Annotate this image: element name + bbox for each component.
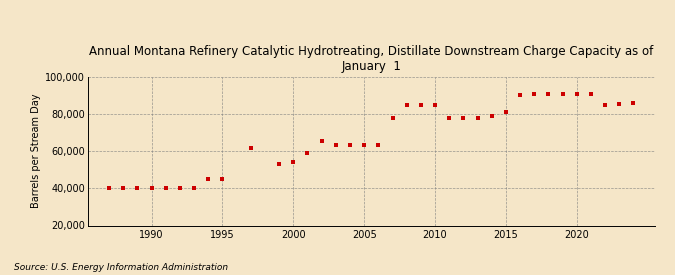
Point: [104, 186, 115, 191]
Point: [331, 142, 341, 147]
Y-axis label: Barrels per Stream Day: Barrels per Stream Day: [31, 94, 41, 208]
Point: [246, 145, 256, 150]
Point: [161, 186, 171, 191]
Point: [529, 92, 540, 96]
Point: [288, 160, 298, 164]
Point: [344, 142, 355, 147]
Point: [600, 103, 611, 107]
Point: [146, 186, 157, 191]
Point: [500, 110, 511, 114]
Point: [217, 177, 227, 181]
Point: [444, 116, 455, 120]
Point: [373, 142, 384, 147]
Point: [515, 92, 526, 97]
Point: [586, 92, 597, 96]
Title: Annual Montana Refinery Catalytic Hydrotreating, Distillate Downstream Charge Ca: Annual Montana Refinery Catalytic Hydrot…: [89, 45, 653, 73]
Point: [401, 103, 412, 107]
Point: [628, 101, 639, 105]
Point: [132, 186, 142, 191]
Point: [273, 162, 284, 166]
Point: [571, 92, 582, 96]
Point: [472, 116, 483, 120]
Point: [302, 151, 313, 155]
Point: [543, 92, 554, 96]
Point: [117, 186, 128, 191]
Text: Source: U.S. Energy Information Administration: Source: U.S. Energy Information Administ…: [14, 263, 227, 272]
Point: [614, 102, 625, 106]
Point: [175, 186, 186, 191]
Point: [188, 186, 200, 191]
Point: [202, 177, 213, 181]
Point: [317, 139, 327, 143]
Point: [486, 114, 497, 118]
Point: [557, 92, 568, 96]
Point: [415, 103, 426, 107]
Point: [358, 142, 369, 147]
Point: [429, 103, 440, 107]
Point: [458, 116, 469, 120]
Point: [387, 116, 398, 120]
